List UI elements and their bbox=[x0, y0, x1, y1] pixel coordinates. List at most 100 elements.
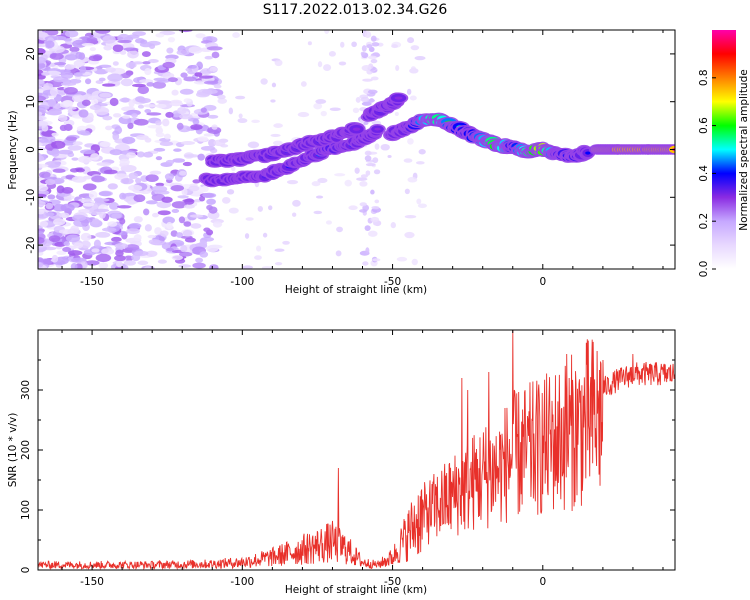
spectrogram-noise-blob bbox=[363, 121, 369, 125]
spectrogram-noise-blob bbox=[61, 186, 74, 194]
spectrogram-noise-blob bbox=[359, 181, 368, 187]
spectrogram-noise-blob bbox=[65, 106, 77, 110]
spectrogram-noise-blob bbox=[38, 236, 45, 245]
spectrogram-noise-blob bbox=[63, 197, 72, 202]
spectrogram-noise-blob bbox=[354, 167, 360, 174]
spectrogram-noise-blob bbox=[206, 198, 216, 205]
snr-series-line bbox=[38, 330, 675, 570]
spectrogram-noise bbox=[38, 30, 427, 269]
spectrogram-noise-blob bbox=[89, 104, 102, 111]
spectrogram-noise-blob bbox=[101, 227, 117, 232]
spectrogram-noise-blob bbox=[77, 130, 90, 136]
spectrogram-noise-blob bbox=[133, 194, 146, 203]
spectrogram-noise-blob bbox=[94, 68, 109, 75]
spectrogram-noise-blob bbox=[325, 220, 333, 225]
spectrogram-noise-blob bbox=[256, 245, 262, 252]
spectrogram-noise-blob bbox=[307, 41, 312, 46]
spectrogram-noise-blob bbox=[292, 199, 301, 207]
spectrogram-y-label: Frequency (Hz) bbox=[7, 110, 19, 189]
spectrogram-noise-blob bbox=[41, 124, 49, 132]
spectrogram-noise-blob bbox=[226, 189, 235, 195]
spectrogram-noise-blob bbox=[169, 101, 183, 107]
spectrogram-noise-blob bbox=[147, 124, 162, 129]
spectrogram-noise-blob bbox=[38, 79, 45, 88]
spectrogram-noise-blob bbox=[143, 266, 152, 269]
spectrogram-noise-blob bbox=[124, 255, 134, 261]
spectrogram-noise-blob bbox=[96, 162, 112, 167]
spectrogram-noise-blob bbox=[78, 198, 93, 203]
spectrogram-noise-blob bbox=[103, 169, 118, 175]
spectrogram-noise-blob bbox=[122, 115, 131, 119]
spectrogram-noise-blob bbox=[352, 107, 360, 114]
snr-y-ticks: 0 100 200 300 bbox=[20, 359, 675, 573]
spectrogram-noise-blob bbox=[368, 230, 378, 237]
spectrogram-noise-blob bbox=[58, 114, 68, 122]
spectrogram-ridge bbox=[588, 144, 675, 155]
spectrogram-noise-blob bbox=[71, 176, 87, 183]
spectrogram-noise-blob bbox=[151, 185, 168, 193]
spectrogram-noise-blob bbox=[166, 222, 173, 229]
spectrogram-noise-blob bbox=[38, 43, 48, 48]
spectrogram-noise-blob bbox=[75, 168, 85, 173]
spectrogram-noise-blob bbox=[76, 125, 88, 132]
spectrogram-noise-blob bbox=[119, 50, 127, 55]
spectrogram-noise-blob bbox=[273, 123, 283, 128]
spectrogram-noise-blob bbox=[175, 232, 184, 238]
spectrogram-noise-blob bbox=[105, 67, 116, 73]
spectrogram-noise-blob bbox=[127, 50, 139, 59]
spectrogram-noise-blob bbox=[164, 133, 171, 140]
spectrogram-y-tick-label: 10 bbox=[25, 95, 37, 108]
spectrogram-noise-blob bbox=[201, 89, 218, 95]
spectrogram-noise-blob bbox=[119, 97, 131, 103]
spectrogram-noise-blob bbox=[82, 183, 97, 191]
spectrogram-noise-blob bbox=[67, 145, 83, 151]
spectrogram-noise-blob bbox=[109, 149, 123, 156]
spectrogram-noise-blob bbox=[105, 125, 113, 131]
spectrogram-ridge bbox=[360, 92, 409, 122]
spectrogram-noise-blob bbox=[351, 41, 357, 48]
spectrogram-noise-blob bbox=[300, 81, 307, 87]
spectrogram-noise-blob bbox=[133, 118, 149, 126]
spectrogram-noise-blob bbox=[49, 52, 64, 60]
spectrogram-ridge-core bbox=[585, 151, 591, 155]
spectrogram-y-tick-label: -10 bbox=[25, 189, 37, 206]
spectrogram-noise-blob bbox=[64, 30, 79, 38]
spectrogram-noise-blob bbox=[120, 178, 134, 185]
spectrogram-noise-blob bbox=[52, 168, 66, 173]
spectrogram-noise-blob bbox=[173, 148, 182, 152]
spectrogram-noise-blob bbox=[202, 192, 217, 199]
colorbar-tick-label: 0.4 bbox=[698, 165, 710, 182]
spectrogram-noise-blob bbox=[71, 94, 85, 103]
spectrogram-noise-blob bbox=[117, 39, 132, 44]
spectrogram-noise-blob bbox=[206, 204, 213, 211]
spectrogram-noise-blob bbox=[324, 30, 330, 34]
spectrogram-noise-blob bbox=[162, 61, 175, 69]
spectrogram-noise-blob bbox=[197, 136, 209, 142]
spectrogram-noise-blob bbox=[407, 138, 414, 145]
spectrogram-noise-blob bbox=[268, 205, 273, 211]
spectrogram-noise-blob bbox=[99, 141, 111, 148]
spectrogram-noise-blob bbox=[101, 83, 116, 87]
spectrogram-noise-blob bbox=[404, 188, 410, 195]
spectrogram-noise-blob bbox=[38, 185, 49, 192]
spectrogram-noise-blob bbox=[46, 110, 62, 116]
spectrogram-noise-blob bbox=[409, 95, 417, 101]
spectrogram-noise-blob bbox=[338, 61, 347, 66]
spectrogram-noise-blob bbox=[143, 151, 154, 158]
spectrogram-noise-blob bbox=[72, 141, 83, 146]
spectrogram-noise-blob bbox=[254, 255, 262, 260]
spectrogram-noise-blob bbox=[80, 232, 92, 242]
spectrogram-noise-blob bbox=[372, 157, 379, 164]
spectrogram-noise-blob bbox=[329, 107, 341, 111]
spectrogram-noise-blob bbox=[60, 71, 74, 79]
spectrogram-noise-blob bbox=[179, 113, 193, 120]
spectrogram-noise-blob bbox=[340, 41, 345, 48]
spectrogram-y-ticks: -20 -10 0 10 20 bbox=[25, 47, 675, 254]
spectrogram-noise-blob bbox=[111, 236, 122, 243]
spectrogram-noise-blob bbox=[38, 56, 47, 64]
spectrogram-noise-blob bbox=[107, 183, 118, 190]
spectrogram-noise-blob bbox=[364, 155, 372, 162]
snr-background bbox=[38, 330, 675, 570]
spectrogram-noise-blob bbox=[51, 148, 60, 157]
spectrogram-noise-blob bbox=[58, 229, 75, 235]
